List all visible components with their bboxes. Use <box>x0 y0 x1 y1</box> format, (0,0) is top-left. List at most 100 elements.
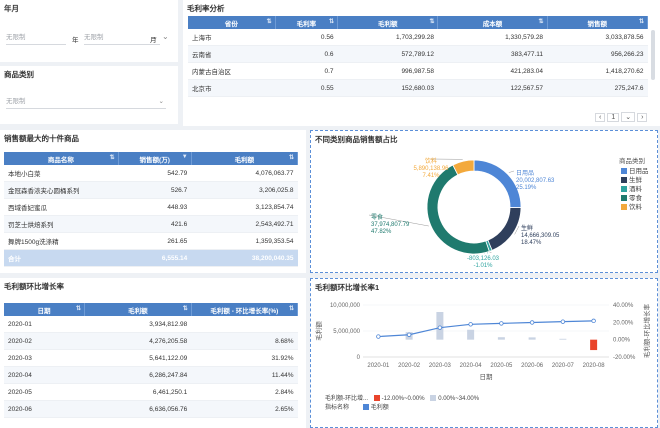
page-select-chevron-icon[interactable]: ⌄ <box>621 112 636 122</box>
pie-data-label: 饮料 <box>425 157 437 165</box>
legend-item[interactable]: 日用品 <box>621 165 649 175</box>
legend-item[interactable]: 零食 <box>621 192 642 202</box>
table-row: 罚芝士烘焙系列 421.6 2,543,492.71 <box>4 215 298 233</box>
sort-icon[interactable]: ⇅ <box>329 19 335 25</box>
chevron-down-icon: ⌄ <box>158 98 164 105</box>
table-row: 西域香妃蜜瓜 448.93 3,123,854.74 <box>4 198 298 216</box>
pie-data-label: -1.01% <box>473 263 493 269</box>
table-row: 北京市 0.55 152,680.03 122,567.57 275,247.6 <box>188 79 648 97</box>
category-placeholder: 无限制 <box>6 98 26 105</box>
filter-icon[interactable]: ▼ <box>181 154 188 160</box>
legend-label: 饮料 <box>629 204 642 211</box>
line-point[interactable] <box>468 322 473 327</box>
y-tick-label: 0 <box>357 355 361 361</box>
legend-label: 酒料 <box>629 186 642 193</box>
table-row: 2020-02 4,276,205.58 8.68% <box>4 332 298 350</box>
y-axis-label: 毛利额 <box>314 321 323 341</box>
top10-table: 商品名称 ⇅ 销售额(万) ▼ 毛利额 ⇅ 本地小白菜 542.79 4,076,063.… <box>4 152 299 267</box>
growth-bar[interactable] <box>559 338 567 340</box>
column-header[interactable]: 毛利额 ⇅ <box>191 152 299 165</box>
legend-label: 零食 <box>629 195 642 202</box>
sort-icon[interactable]: ⇅ <box>288 155 294 161</box>
sort-icon[interactable]: ⇅ <box>182 306 188 312</box>
month-start-select[interactable]: 无限制 <box>6 32 66 45</box>
line-point[interactable] <box>560 319 566 324</box>
growth-bar[interactable] <box>590 339 598 351</box>
pie-leader-line <box>514 225 520 235</box>
column-header[interactable]: 销售额 ⇅ <box>547 16 649 29</box>
legend-swatch <box>621 195 627 202</box>
line-point[interactable] <box>591 318 596 324</box>
sort-icon[interactable]: ⇅ <box>266 19 272 25</box>
category-filter-title: 商品类别 <box>4 70 34 79</box>
legend-item[interactable]: 酒料 <box>621 183 642 193</box>
sort-icon[interactable]: ⇅ <box>538 19 544 25</box>
growth-bar[interactable] <box>467 329 475 340</box>
line-point[interactable] <box>499 321 504 326</box>
next-page-button[interactable]: › <box>637 113 648 122</box>
table-row: 云南省 0.6 572,789.12 383,477.11 956,266.23 <box>188 45 648 63</box>
line-point[interactable] <box>406 332 412 337</box>
column-header[interactable]: 毛利额 ⇅ <box>84 303 192 316</box>
table-row: 本地小白菜 542.79 4,076,063.77 <box>4 165 298 182</box>
pie-data-label: 生鲜 <box>521 224 533 232</box>
legend-swatch <box>621 204 627 211</box>
growth-table: 日期 ⇅ 毛利额 ⇅ 毛利额 - 环比增长率(%) ⇅ 2020-01 3,934,81… <box>4 303 299 418</box>
table-row: 舞牌1500g洗涤精 261.65 1,359,353.54 <box>4 232 298 250</box>
category-select[interactable]: 无限制 ⌄ <box>6 96 166 109</box>
line-point[interactable] <box>376 334 381 339</box>
table-row: 2020-06 6,636,056.76 2.65% <box>4 400 298 418</box>
x-tick-label: 2020-03 <box>429 363 452 369</box>
sort-icon[interactable]: ⇅ <box>638 19 644 25</box>
legend-item[interactable]: 饮料 <box>621 201 642 211</box>
line-point[interactable] <box>437 325 443 330</box>
month-end-select[interactable]: 无限制 ⌄ <box>84 32 160 45</box>
current-page[interactable]: 1 <box>607 113 620 122</box>
column-header[interactable]: 销售额(万) ▼ <box>118 152 192 165</box>
sort-icon[interactable]: ⇅ <box>75 306 81 312</box>
pie-data-label: 37,974,807.79 <box>371 222 410 228</box>
pie-data-label: 18.47% <box>521 240 542 246</box>
pie-slice[interactable] <box>473 159 522 209</box>
chevron-down-icon: ⌄ <box>152 34 158 41</box>
month-label: 月 <box>150 37 157 44</box>
column-header[interactable]: 商品名称 ⇅ <box>4 152 119 165</box>
column-header[interactable]: 毛利额 ⇅ <box>337 16 439 29</box>
growth-bar[interactable] <box>497 337 505 340</box>
legend-swatch <box>621 177 627 184</box>
pie-slice[interactable] <box>487 207 522 251</box>
sort-icon[interactable]: ⇅ <box>288 306 294 312</box>
sort-icon[interactable]: ⇅ <box>429 19 435 25</box>
column-header[interactable]: 毛利率 ⇅ <box>275 16 339 29</box>
profit-analysis-title: 毛利率分析 <box>187 4 225 13</box>
table-row: 内蒙古自治区 0.7 996,987.58 421,283.04 1,418,270.6… <box>188 62 648 80</box>
column-header[interactable]: 成本额 ⇅ <box>437 16 548 29</box>
line-point[interactable] <box>529 320 535 325</box>
legend-series-name: 毛利额 <box>370 405 389 411</box>
legend-swatch <box>621 168 627 175</box>
chevron-down-icon[interactable]: ⌄ <box>162 32 169 41</box>
table-row: 2020-04 6,286,247.84 11.44% <box>4 366 298 384</box>
column-header[interactable]: 毛利额 - 环比增长率(%) ⇅ <box>191 303 299 316</box>
legend-swatch-negative <box>373 395 380 402</box>
column-header[interactable]: 日期 ⇅ <box>4 303 85 316</box>
growth-bar[interactable] <box>528 337 536 340</box>
prev-page-button[interactable]: ‹ <box>595 113 606 122</box>
month-end-placeholder: 无限制 <box>84 34 104 41</box>
vertical-scrollbar[interactable] <box>651 30 655 80</box>
pie-slice[interactable] <box>452 159 475 176</box>
table-row: 2020-05 6,461,250.1 2.84% <box>4 383 298 401</box>
legend-item[interactable]: 生鲜 <box>621 174 642 184</box>
y2-axis-label: 毛利额-环比增长率 <box>642 303 651 358</box>
pie-data-label: 5,890,138.96 <box>413 166 449 172</box>
legend-neg-range: -12.00%~0.00% <box>381 396 425 402</box>
x-tick-label: 2020-07 <box>552 363 575 369</box>
pagination: ‹ 1 ⌄ › <box>593 112 648 122</box>
total-row: 合计 6,555.14 38,200,040.35 <box>4 249 298 267</box>
y2-tick-label: -20.00% <box>613 355 636 361</box>
column-header[interactable]: 省份 ⇅ <box>188 16 276 29</box>
legend-metric-label: 指标名称 <box>325 405 350 411</box>
pie-leader-line <box>368 214 429 227</box>
pie-data-label: 47.82% <box>371 229 392 235</box>
sort-icon[interactable]: ⇅ <box>109 155 115 161</box>
